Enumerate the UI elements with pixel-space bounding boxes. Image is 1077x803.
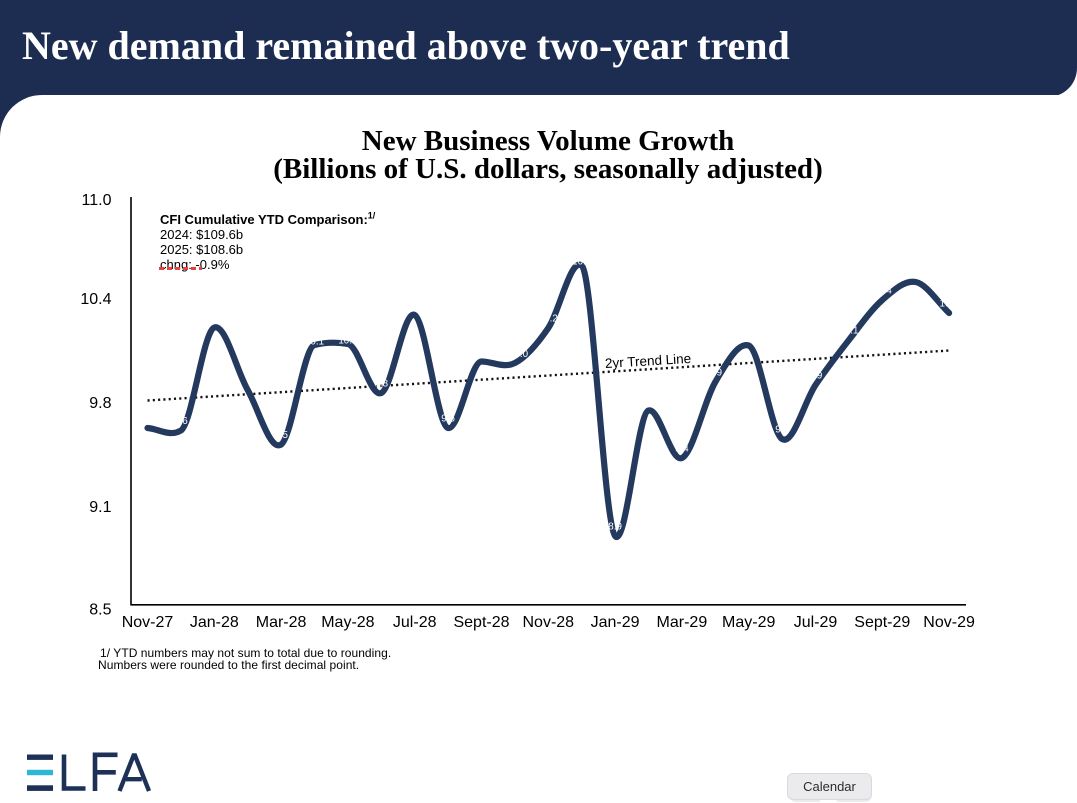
svg-text:9.9: 9.9 <box>809 371 823 382</box>
svg-text:9.6: 9.6 <box>441 414 455 425</box>
svg-text:9.9: 9.9 <box>708 368 722 379</box>
svg-text:8.9: 8.9 <box>608 522 622 533</box>
svg-text:10.3: 10.3 <box>405 301 425 312</box>
svg-text:9.8: 9.8 <box>89 395 111 412</box>
svg-text:Mar-29: Mar-29 <box>657 614 708 631</box>
svg-text:10.1: 10.1 <box>338 335 357 346</box>
svg-text:May-29: May-29 <box>722 614 775 631</box>
svg-text:10.6: 10.6 <box>572 257 592 268</box>
svg-text:10.1: 10.1 <box>739 331 758 342</box>
svg-text:10.0: 10.0 <box>509 349 529 360</box>
svg-text:Jan-28: Jan-28 <box>190 614 239 631</box>
svg-text:10.4: 10.4 <box>873 286 893 297</box>
svg-text:10.2: 10.2 <box>205 313 224 324</box>
svg-text:10.1: 10.1 <box>839 326 858 337</box>
svg-text:Jul-29: Jul-29 <box>794 614 838 631</box>
svg-text:9.5: 9.5 <box>775 425 789 436</box>
svg-text:8.5: 8.5 <box>89 602 111 619</box>
svg-text:10.1: 10.1 <box>305 336 324 347</box>
svg-text:9.8: 9.8 <box>374 379 388 390</box>
svg-text:9.5: 9.5 <box>274 430 288 441</box>
svg-text:10.3: 10.3 <box>940 299 960 310</box>
svg-text:Jan-29: Jan-29 <box>591 614 640 631</box>
svg-text:9.6: 9.6 <box>174 416 188 427</box>
svg-text:Jul-28: Jul-28 <box>393 614 437 631</box>
svg-text:Sept-28: Sept-28 <box>453 614 509 631</box>
svg-text:Mar-28: Mar-28 <box>256 614 307 631</box>
svg-text:10.5: 10.5 <box>906 268 926 279</box>
svg-text:9.6: 9.6 <box>141 414 155 425</box>
svg-text:Nov-29: Nov-29 <box>923 614 975 631</box>
svg-text:Sept-29: Sept-29 <box>854 614 910 631</box>
svg-text:May-28: May-28 <box>321 614 374 631</box>
svg-text:11.0: 11.0 <box>82 192 112 209</box>
svg-text:9.4: 9.4 <box>675 444 689 455</box>
svg-text:Nov-28: Nov-28 <box>523 614 575 631</box>
svg-text:10.0: 10.0 <box>472 347 492 358</box>
svg-text:9.1: 9.1 <box>89 499 111 516</box>
svg-text:10.2: 10.2 <box>539 314 558 325</box>
svg-text:Nov-27: Nov-27 <box>122 614 174 631</box>
svg-text:9.7: 9.7 <box>642 396 656 407</box>
svg-text:10.4: 10.4 <box>80 291 111 308</box>
